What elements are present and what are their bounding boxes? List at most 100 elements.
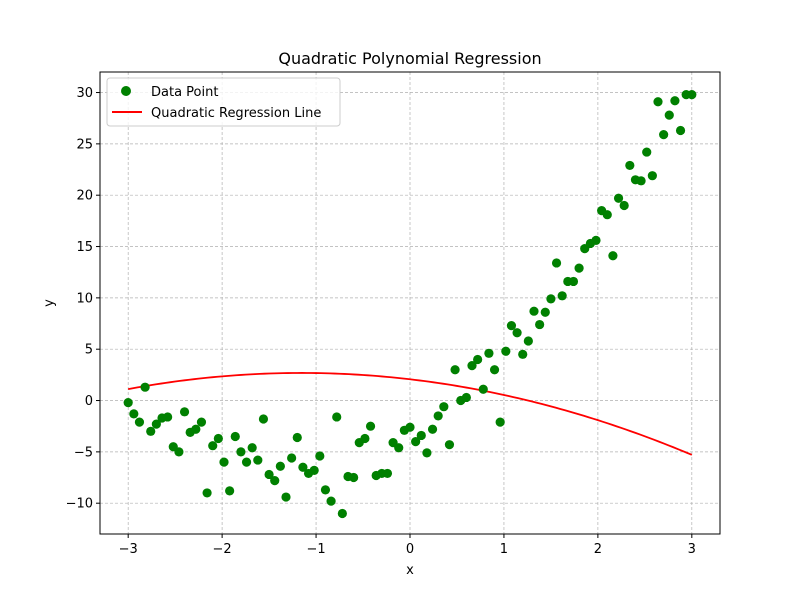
data-point [360,433,370,444]
data-point [518,349,528,359]
data-point [208,441,218,451]
data-point [659,130,669,140]
data-point [506,320,517,331]
legend-label-regression-line: Quadratic Regression Line [151,106,321,121]
data-points-layer [123,89,697,519]
data-point [349,472,359,483]
data-point [140,382,150,392]
data-point [636,176,646,186]
data-point [568,276,579,287]
data-point [540,307,550,317]
data-point [213,433,223,444]
y-tick-label: −5 [74,445,93,460]
grid [100,72,720,534]
data-point [602,210,612,220]
y-tick-label: 5 [85,343,93,358]
data-point [275,461,285,471]
data-point [675,125,686,136]
data-point [230,431,240,442]
y-axis: −10 −5 0 5 10 15 20 25 30 [66,86,100,512]
data-point [625,160,635,171]
data-point [287,453,297,463]
x-tick-label: −2 [213,542,232,557]
data-point [258,414,269,424]
data-point [179,407,190,417]
y-tick-label: 0 [85,394,93,409]
data-point [247,443,257,453]
y-tick-label: 30 [76,86,93,101]
data-point [670,96,680,106]
data-point [241,457,252,467]
data-point [320,485,331,495]
legend: Data Point Quadratic Regression Line [106,77,341,127]
data-point [264,469,274,480]
data-point [196,417,207,427]
data-point [315,451,325,461]
data-point [439,402,449,412]
data-point [647,171,657,181]
data-point [608,251,618,261]
data-point [298,462,308,472]
data-point [411,437,421,447]
legend-label-data-point: Data Point [151,85,218,100]
y-tick-label: 25 [76,137,93,152]
data-point [281,492,291,502]
data-point [146,426,156,436]
data-point [365,421,376,431]
legend-marker-data-point [121,86,131,96]
x-tick-label: 0 [406,542,414,557]
data-point [129,409,139,419]
data-point [236,447,246,457]
data-point [642,147,652,157]
data-point [551,258,562,268]
data-point [326,496,336,506]
data-point [535,319,545,330]
data-point [478,384,488,394]
data-point [473,354,483,365]
data-point [461,392,471,403]
data-point [664,110,674,120]
data-point [613,193,624,203]
y-tick-label: 10 [76,291,93,306]
regression-line [128,372,693,456]
data-point [270,476,280,486]
data-point [123,397,133,408]
data-point [427,424,438,434]
data-point [484,348,494,358]
data-point [444,440,455,450]
data-point [557,291,567,301]
data-point [450,365,460,375]
data-point [489,365,500,375]
data-point [219,457,229,467]
y-tick-label: −10 [66,497,93,512]
data-point [422,448,432,458]
data-point [512,328,522,338]
data-point [574,263,584,273]
legend-box [106,77,341,127]
data-point [416,430,426,441]
data-point [202,488,212,498]
data-point [546,294,556,304]
data-point [394,443,404,453]
x-axis: −3 −2 −1 0 1 2 3 [119,534,696,557]
data-point [174,447,184,457]
x-tick-label: −3 [119,542,138,557]
data-point [332,412,342,422]
x-tick-label: 3 [688,542,696,557]
data-point [405,422,415,432]
data-point [253,455,263,465]
data-point [501,346,511,356]
data-point [495,417,505,427]
x-tick-label: 1 [500,542,508,557]
y-tick-label: 15 [76,240,93,255]
data-point [292,432,302,443]
data-point [523,336,533,346]
x-tick-label: −1 [306,542,325,557]
y-axis-label: y [42,299,57,307]
data-point [225,486,235,496]
data-point [467,361,477,371]
data-point [134,417,145,427]
data-point [163,412,173,422]
chart-title: Quadratic Polynomial Regression [278,49,541,68]
